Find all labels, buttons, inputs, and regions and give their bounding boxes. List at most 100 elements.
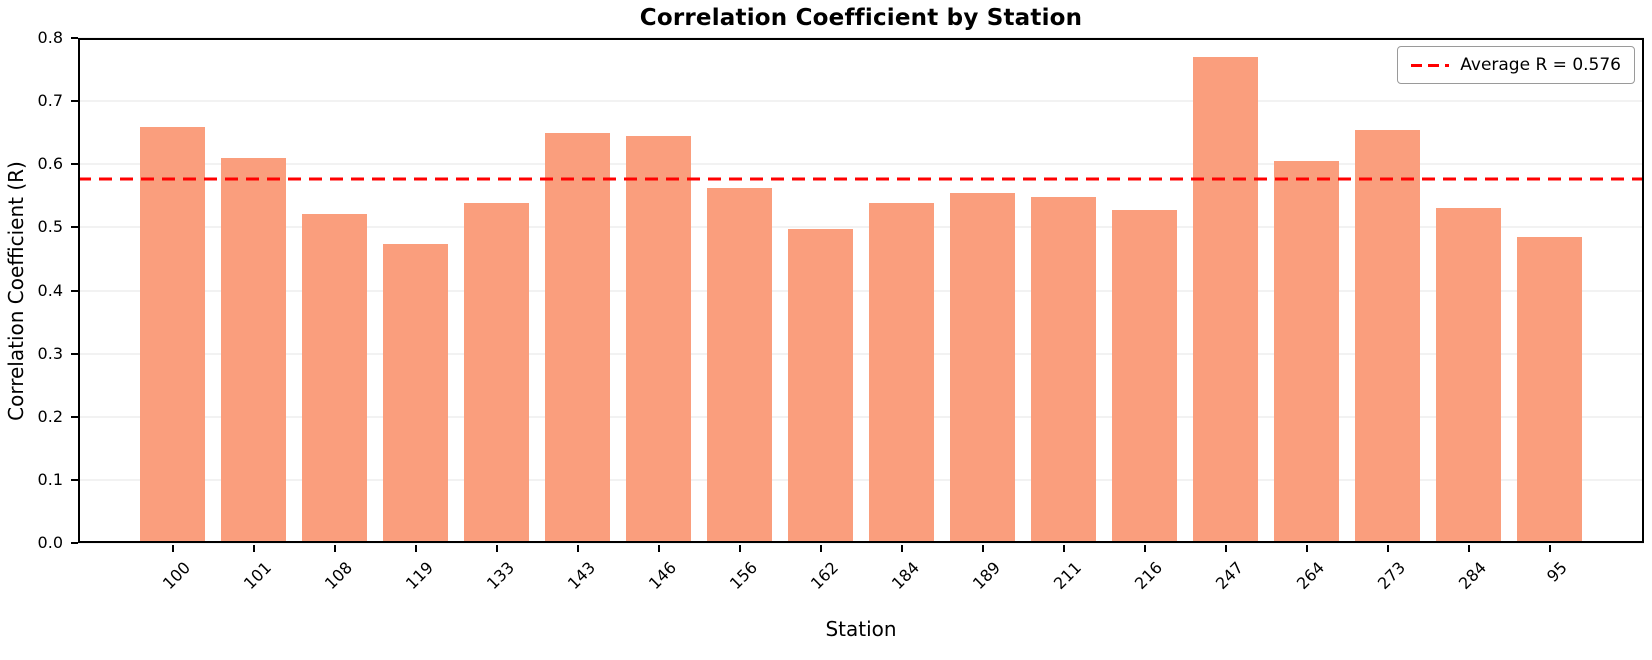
y-axis-ticks: 0.0 0.1 0.2 0.3 0.4 0.5 0.6 0.7 0.8 (0, 30, 78, 551)
x-tick-cell: 247 (1185, 545, 1266, 607)
x-tick-label: 119 (401, 558, 437, 594)
bar-162 (788, 229, 853, 543)
x-tick-label: 189 (968, 558, 1004, 594)
bar-slot (1104, 38, 1185, 543)
x-tick-mark (1467, 545, 1470, 552)
bar-slot (294, 38, 375, 543)
x-tick-label: 146 (644, 558, 680, 594)
x-tick-mark (1143, 545, 1146, 552)
x-tick-cell: 143 (537, 545, 618, 607)
y-tick-label: 0.1 (37, 469, 63, 489)
bar-273 (1355, 129, 1420, 543)
y-tick-label: 0.6 (37, 154, 63, 174)
bar-247 (1193, 56, 1258, 543)
x-tick-label: 211 (1049, 558, 1085, 594)
x-tick-label: 273 (1373, 558, 1409, 594)
x-tick-cell: 184 (861, 545, 942, 607)
x-tick-cell: 189 (942, 545, 1023, 607)
x-tick-mark (171, 545, 174, 552)
chart-title: Correlation Coefficient by Station (639, 5, 1083, 31)
y-tick-mark (71, 478, 78, 481)
y-tick-mark (71, 289, 78, 292)
x-tick-label: 264 (1292, 558, 1328, 594)
bar-slot (1266, 38, 1347, 543)
bar-slot (1428, 38, 1509, 543)
bar-slot (132, 38, 213, 543)
x-tick-mark (900, 545, 903, 552)
bar-133 (464, 202, 529, 543)
x-tick-label: 108 (320, 558, 356, 594)
x-tick-cell: 146 (618, 545, 699, 607)
bar-146 (626, 135, 691, 543)
x-tick-mark (252, 545, 255, 552)
bar-100 (140, 127, 205, 543)
x-tick-mark (495, 545, 498, 552)
x-tick-label: 216 (1130, 558, 1166, 594)
x-tick-mark (819, 545, 822, 552)
bar-slot (375, 38, 456, 543)
x-tick-label: 184 (887, 558, 923, 594)
x-tick-label: 101 (239, 558, 275, 594)
y-tick-mark (71, 226, 78, 229)
bars-layer (78, 38, 1644, 543)
bar-slot (861, 38, 942, 543)
x-tick-mark (1062, 545, 1065, 552)
y-tick-mark (71, 37, 78, 39)
bar-101 (221, 157, 286, 543)
gridline (78, 353, 1644, 355)
x-tick-mark (1224, 545, 1227, 552)
x-tick-mark (1548, 545, 1551, 552)
gridline (78, 542, 1644, 544)
bar-211 (1031, 197, 1096, 543)
x-tick-label: 162 (806, 558, 842, 594)
bar-slot (699, 38, 780, 543)
gridline (78, 416, 1644, 418)
y-tick-label: 0.3 (37, 343, 63, 363)
x-tick-cell: 273 (1347, 545, 1428, 607)
bar-95 (1517, 237, 1582, 543)
x-tick-mark (333, 545, 336, 552)
x-tick-cell: 284 (1428, 545, 1509, 607)
x-tick-cell: 216 (1104, 545, 1185, 607)
bar-slot (780, 38, 861, 543)
plot-area: Average R = 0.576 (78, 37, 1644, 544)
y-tick-label: 0.7 (37, 91, 63, 111)
bar-slot (213, 38, 294, 543)
legend-label: Average R = 0.576 (1460, 55, 1621, 75)
x-tick-mark (738, 545, 741, 552)
y-tick-label: 0.4 (37, 280, 63, 300)
gridline (78, 226, 1644, 228)
x-tick-label: 284 (1454, 558, 1490, 594)
x-tick-cell: 119 (375, 545, 456, 607)
bar-264 (1274, 161, 1339, 543)
y-tick-mark (71, 542, 78, 544)
legend: Average R = 0.576 (1397, 46, 1635, 84)
x-tick-mark (1386, 545, 1389, 552)
x-tick-mark (981, 545, 984, 552)
x-tick-cell: 264 (1266, 545, 1347, 607)
bar-156 (707, 187, 772, 543)
bar-slot (1347, 38, 1428, 543)
x-tick-mark (1305, 545, 1308, 552)
y-tick-mark (71, 415, 78, 418)
y-tick-mark (71, 163, 78, 166)
bar-216 (1112, 210, 1177, 543)
x-tick-cell: 108 (294, 545, 375, 607)
bar-143 (545, 132, 610, 543)
bar-slot (942, 38, 1023, 543)
x-axis-title: Station (825, 617, 897, 641)
x-tick-cell: 101 (213, 545, 294, 607)
average-line-legend-swatch (1411, 63, 1450, 67)
x-tick-cell: 211 (1023, 545, 1104, 607)
bar-108 (302, 214, 367, 543)
bar-184 (869, 203, 934, 543)
x-tick-label: 143 (563, 558, 599, 594)
bar-119 (383, 244, 448, 543)
y-tick-mark (71, 352, 78, 355)
bar-slot (1023, 38, 1104, 543)
y-tick-label: 0.2 (37, 406, 63, 426)
x-tick-label: 156 (725, 558, 761, 594)
bar-slot (618, 38, 699, 543)
x-tick-cell: 156 (699, 545, 780, 607)
